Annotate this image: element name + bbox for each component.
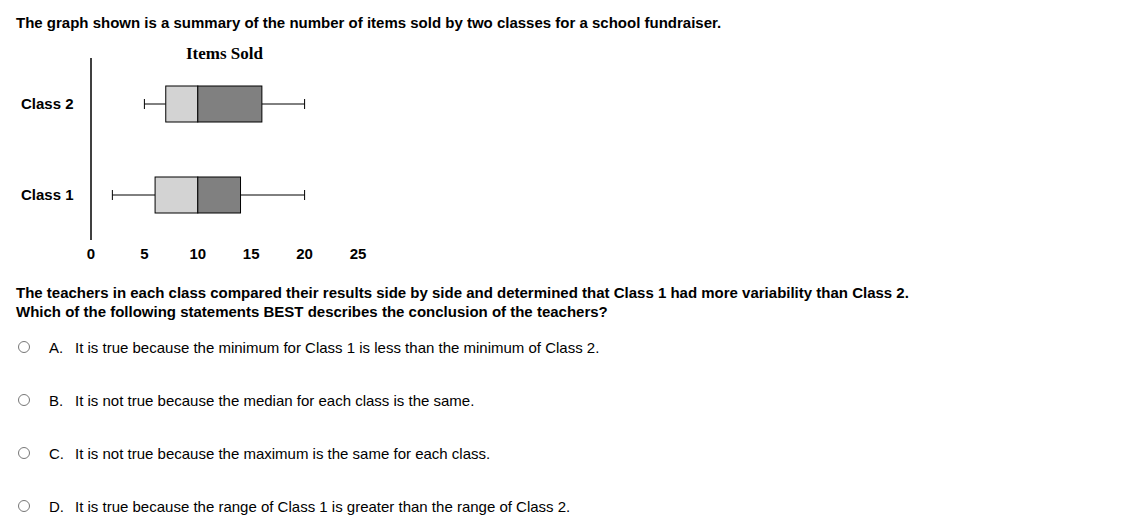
- html-text:Which of the following stateme: Which of the following statements BEST d…: [16, 303, 608, 320]
- html-text:B.: B.: [49, 391, 64, 409]
- html-text:It is true because the minimum: It is true because the minimum for Class…: [75, 338, 600, 356]
- html-text:C.: C.: [49, 444, 64, 462]
- svg-text:25: 25: [350, 245, 367, 262]
- html-text:A.: A.: [49, 338, 64, 356]
- html-text:D.: D.: [49, 497, 64, 515]
- html-text:It is true because the range o: It is true because the range of Class 1 …: [75, 497, 571, 515]
- svg-text:10: 10: [189, 245, 206, 262]
- svg-text:15: 15: [243, 245, 260, 262]
- html-text:Items Sold: Items Sold: [186, 44, 263, 63]
- svg-text:20: 20: [296, 245, 313, 262]
- svg-text:Class 1: Class 1: [21, 186, 74, 203]
- html-text:It is not true because the med: It is not true because the median for ea…: [75, 391, 475, 409]
- html-text:The teachers in each class com: The teachers in each class compared thei…: [16, 284, 909, 301]
- html-text:It is not true because the max: It is not true because the maximum is th…: [75, 444, 491, 462]
- html-text:The graph shown is a summary o: The graph shown is a summary of the numb…: [16, 14, 722, 31]
- svg-text:0: 0: [87, 245, 95, 262]
- svg-text:5: 5: [140, 245, 148, 262]
- svg-text:Class 2: Class 2: [21, 95, 74, 112]
